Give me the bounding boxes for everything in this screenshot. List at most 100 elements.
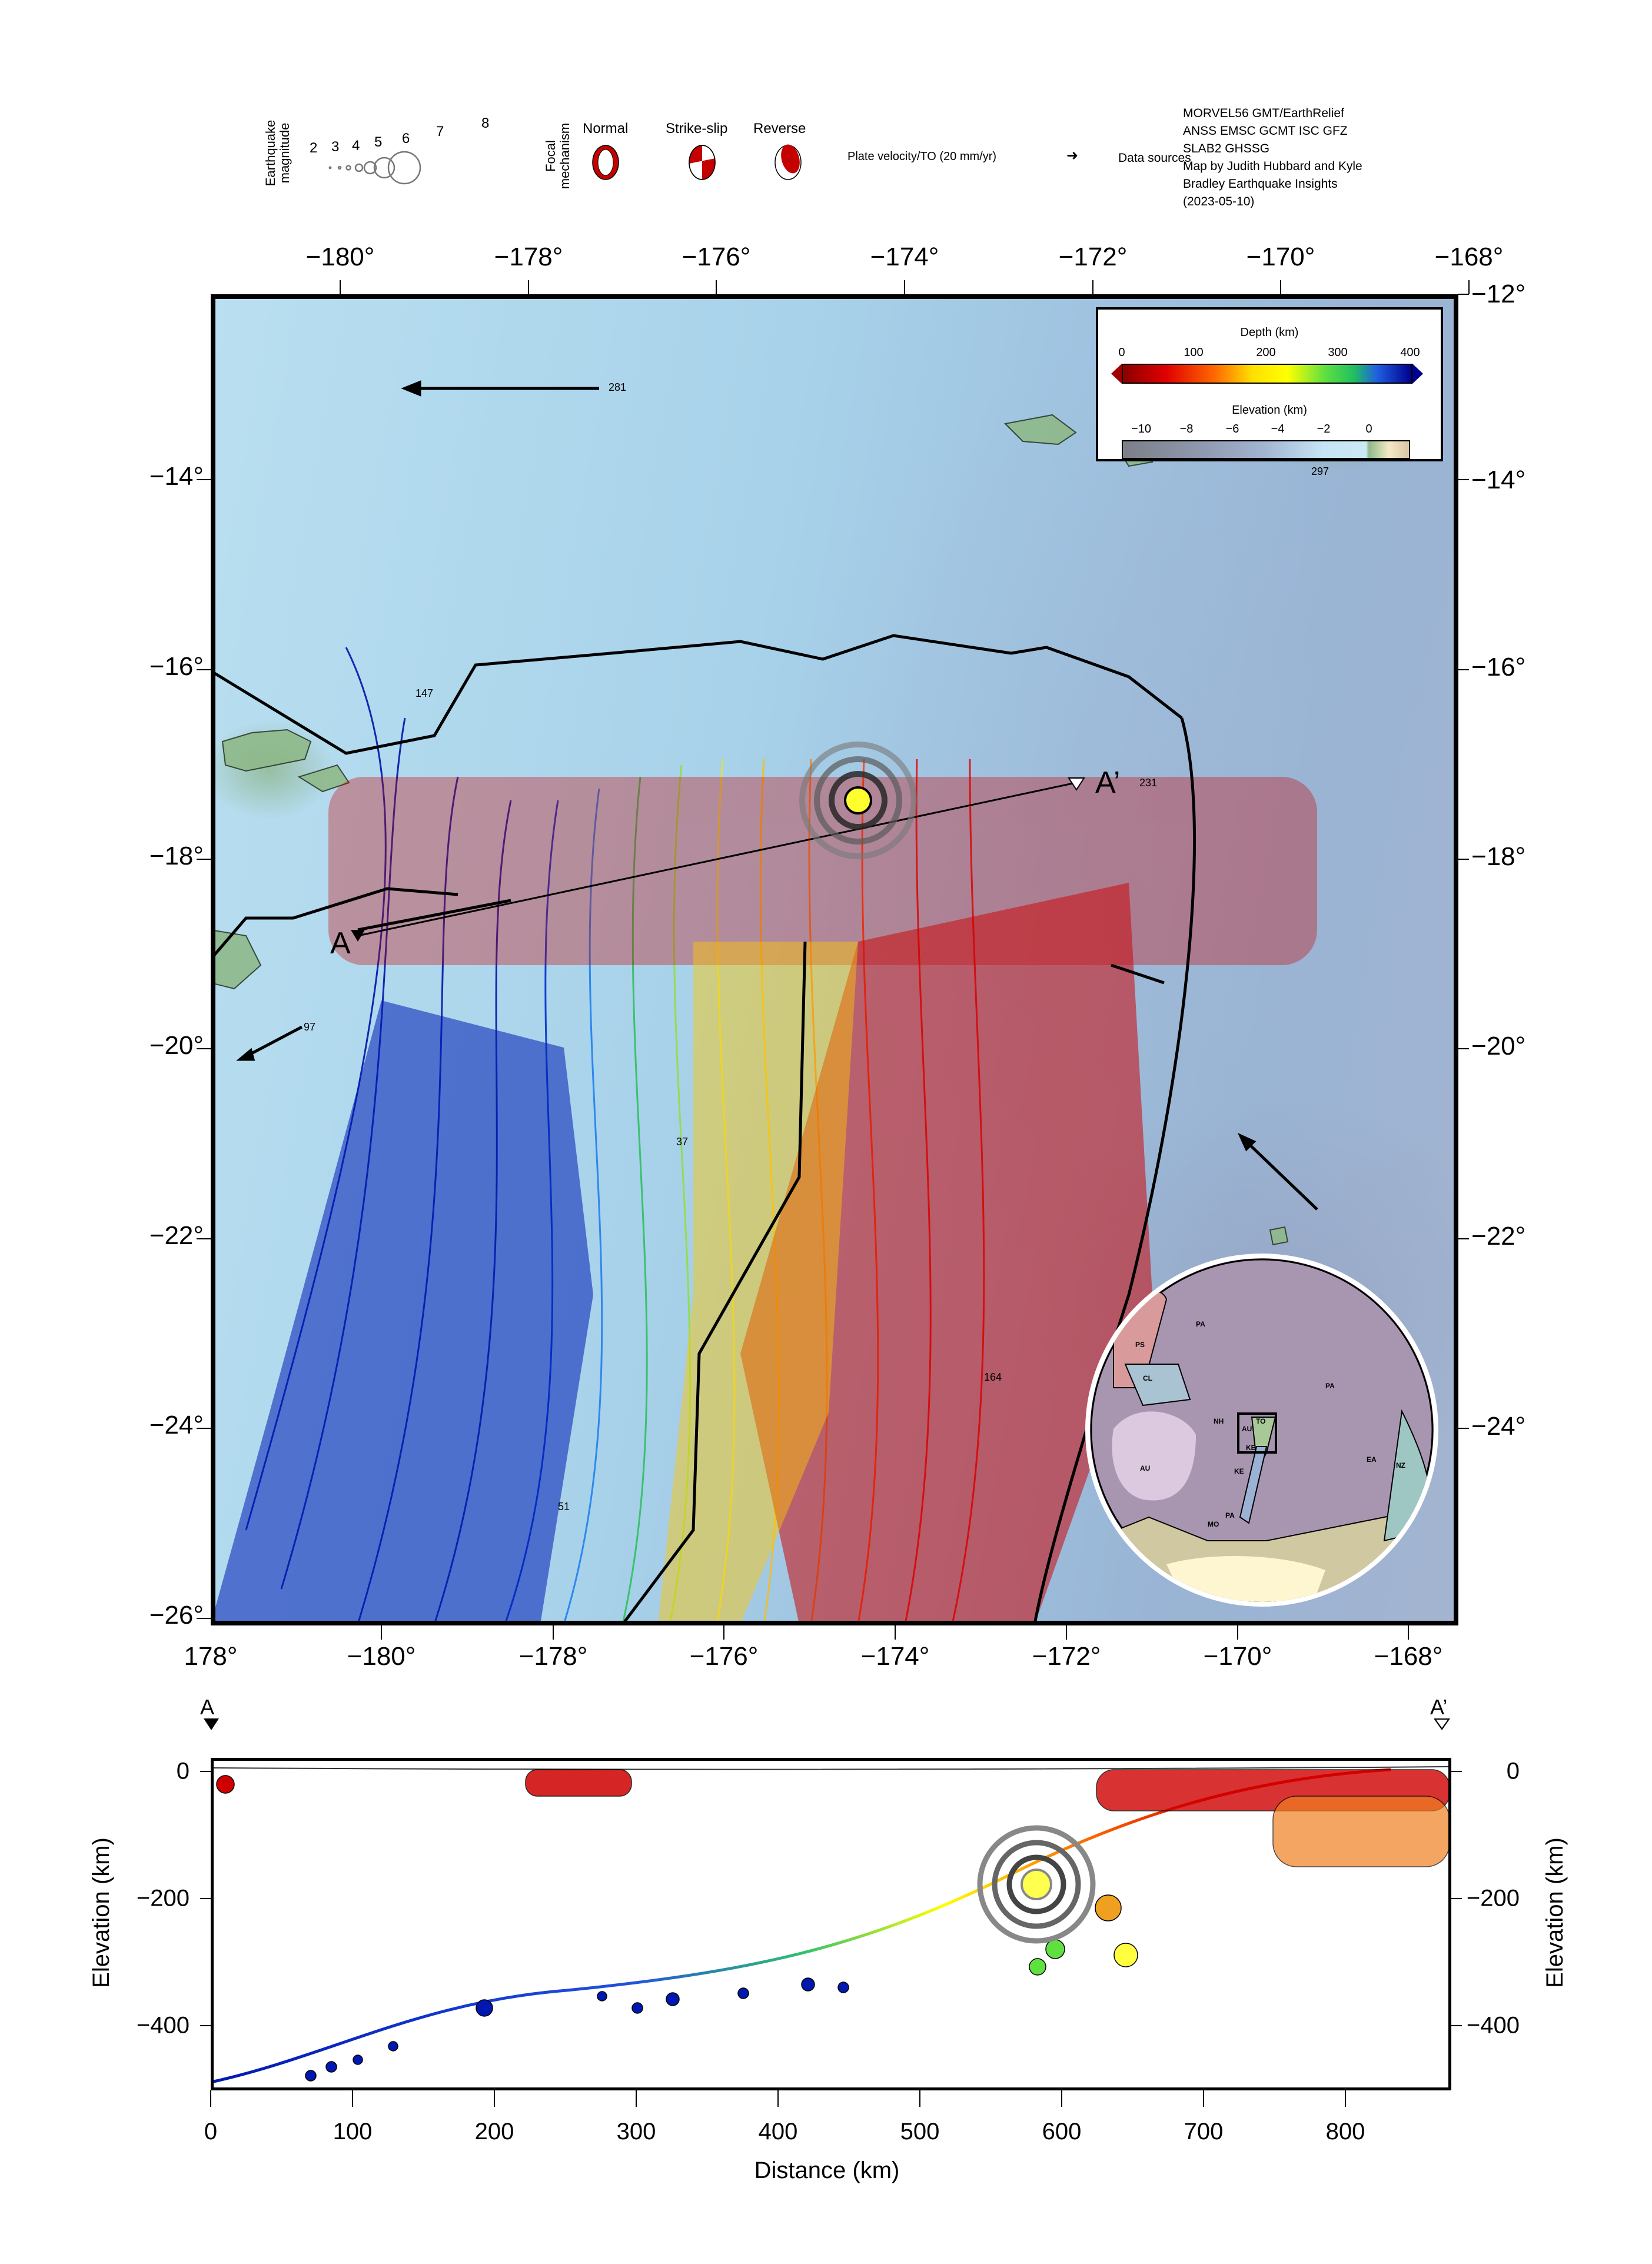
elevation-tick: −10 xyxy=(1131,423,1151,435)
xsec-x-tick: 500 xyxy=(900,2119,940,2145)
inset-label-au: AU xyxy=(1140,1464,1151,1472)
xsec-ylabel-right: Elevation (km) xyxy=(1542,1837,1568,1988)
lat-tick-left: −26° xyxy=(149,1601,204,1630)
plate-velocity-arrow-icon: ➜ xyxy=(1066,148,1079,164)
lat-tick-right: −16° xyxy=(1471,653,1526,681)
velocity-label: 231 xyxy=(1139,777,1158,789)
lon-tick-bottom: −176° xyxy=(689,1642,759,1671)
mainshock-target-icon xyxy=(799,742,917,859)
inset-plates-map xyxy=(1090,1258,1434,1602)
lon-tick-bottom: 178° xyxy=(184,1642,238,1671)
lon-tick-bottom: −178° xyxy=(518,1642,588,1671)
mag-label-8: 8 xyxy=(481,115,490,131)
lat-tick-left: −16° xyxy=(149,652,204,681)
inset-label-nh: NH xyxy=(1214,1417,1224,1425)
lat-tick-right: −22° xyxy=(1471,1222,1526,1251)
mag-label-2: 2 xyxy=(310,140,318,156)
inset-label-pa: PA xyxy=(1196,1320,1205,1328)
mag-label-3: 3 xyxy=(331,139,340,155)
data-source-line: Bradley Earthquake Insights xyxy=(1183,177,1338,191)
velocity-label: 51 xyxy=(558,1501,570,1512)
focal-reverse-label: Reverse xyxy=(753,121,806,137)
mag-label-4: 4 xyxy=(352,138,360,154)
inset-label-nz: NZ xyxy=(1396,1461,1405,1470)
inset-label-ps: PS xyxy=(1135,1341,1145,1349)
xsec-x-tick: 700 xyxy=(1184,2119,1224,2145)
plate-velocity-legend-label: Plate velocity/TO (20 mm/yr) xyxy=(847,150,997,163)
xsec-x-tick: 0 xyxy=(204,2119,218,2145)
xsec-x-tick: 800 xyxy=(1325,2119,1365,2145)
velocity-label: 147 xyxy=(416,687,434,699)
plate-boundaries xyxy=(215,634,1196,1621)
xsec-x-tick: 300 xyxy=(616,2119,656,2145)
depth-colorbar-title: Depth (km) xyxy=(1240,326,1299,339)
mag-label-5: 5 xyxy=(374,134,383,150)
focal-normal-label: Normal xyxy=(583,121,629,137)
lon-tick-top: −168° xyxy=(1434,242,1504,271)
depth-colorbar-high-arrow xyxy=(1412,364,1423,384)
velocity-label: 164 xyxy=(984,1371,1002,1383)
focal-strikeslip-icon xyxy=(689,145,716,180)
colorbar-legend: Depth (km) 0 100 200 300 400 Elevation (… xyxy=(1096,307,1443,461)
lon-tick-bottom: −180° xyxy=(347,1642,416,1671)
lat-tick-left: −14° xyxy=(149,462,204,491)
lon-tick-top: −178° xyxy=(494,242,563,271)
cross-section-plot[interactable] xyxy=(211,1758,1451,2090)
velocity-label: 97 xyxy=(304,1021,316,1033)
elevation-tick: −2 xyxy=(1317,423,1331,435)
lat-tick-left: −24° xyxy=(149,1411,204,1439)
lon-tick-top: −180° xyxy=(305,242,375,271)
data-sources-list: MORVEL56 GMT/EarthRelief ANSS EMSC GCMT … xyxy=(1183,105,1362,211)
xsec-x-tick: 400 xyxy=(758,2119,798,2145)
xsec-shallow-events xyxy=(216,1769,1448,1867)
xsec-start-marker-icon xyxy=(204,1718,219,1730)
lat-tick-right: −12° xyxy=(1471,280,1526,308)
depth-tick: 300 xyxy=(1328,346,1348,359)
map-tick-marks xyxy=(197,280,1470,1640)
inset-label-pa: PA xyxy=(1225,1511,1235,1520)
elevation-colorbar-title: Elevation (km) xyxy=(1232,404,1307,417)
seismicity-map[interactable]: A A’ 281 297 147 231 37 97 226 164 51 30… xyxy=(211,294,1458,1625)
lon-tick-top: −174° xyxy=(870,242,939,271)
magnitude-circles-icon xyxy=(328,151,421,185)
xsec-intermediate-events xyxy=(1029,1894,1138,1976)
velocity-label: 297 xyxy=(1311,466,1329,477)
inset-label-au: AU xyxy=(1242,1425,1252,1433)
elevation-tick: −4 xyxy=(1271,423,1285,435)
xsec-x-tick: 100 xyxy=(333,2119,373,2145)
lon-tick-top: −172° xyxy=(1058,242,1128,271)
section-end-label: A’ xyxy=(1095,766,1121,800)
xsec-x-tick: 600 xyxy=(1042,2119,1082,2145)
velocity-label: 281 xyxy=(609,381,627,393)
lon-tick-bottom: −174° xyxy=(860,1642,930,1671)
earthquake-cluster-shallow xyxy=(328,777,1317,1621)
xsec-deep-events xyxy=(305,1977,849,2082)
data-source-line: Map by Judith Hubbard and Kyle xyxy=(1183,159,1362,173)
xsec-ylabel-left: Elevation (km) xyxy=(88,1837,114,1988)
plate-velocity-arrows xyxy=(236,380,1318,1211)
depth-tick: 200 xyxy=(1256,346,1276,359)
lat-tick-right: −20° xyxy=(1471,1032,1526,1060)
focal-reverse-icon xyxy=(775,144,802,180)
xsec-y-tick-right: 0 xyxy=(1506,1758,1520,1784)
map-overlay xyxy=(215,380,1318,1621)
inset-label-pa: PA xyxy=(1325,1382,1335,1390)
inset-label-ea: EA xyxy=(1367,1455,1377,1464)
lon-tick-bottom: −168° xyxy=(1374,1642,1443,1671)
xsec-tick-marks xyxy=(200,1771,1462,2107)
inset-label-ke: KE xyxy=(1246,1444,1256,1452)
mag-label-6: 6 xyxy=(402,131,410,147)
data-source-line: ANSS EMSC GCMT ISC GFZ xyxy=(1183,124,1348,138)
xsec-plot-overlay xyxy=(214,1766,1448,2083)
lon-tick-bottom: −172° xyxy=(1032,1642,1101,1671)
depth-tick: 400 xyxy=(1400,346,1420,359)
section-start-label: A xyxy=(330,926,351,960)
elevation-tick: 0 xyxy=(1365,423,1372,435)
focal-normal-icon xyxy=(592,145,619,180)
lon-tick-bottom: −170° xyxy=(1203,1642,1272,1671)
depth-colorbar-low-arrow xyxy=(1111,364,1122,384)
data-source-line: SLAB2 GHSSG xyxy=(1183,142,1270,155)
lat-tick-right: −14° xyxy=(1471,466,1526,494)
elevation-colorbar xyxy=(1122,440,1410,459)
velocity-label: 37 xyxy=(676,1136,689,1148)
